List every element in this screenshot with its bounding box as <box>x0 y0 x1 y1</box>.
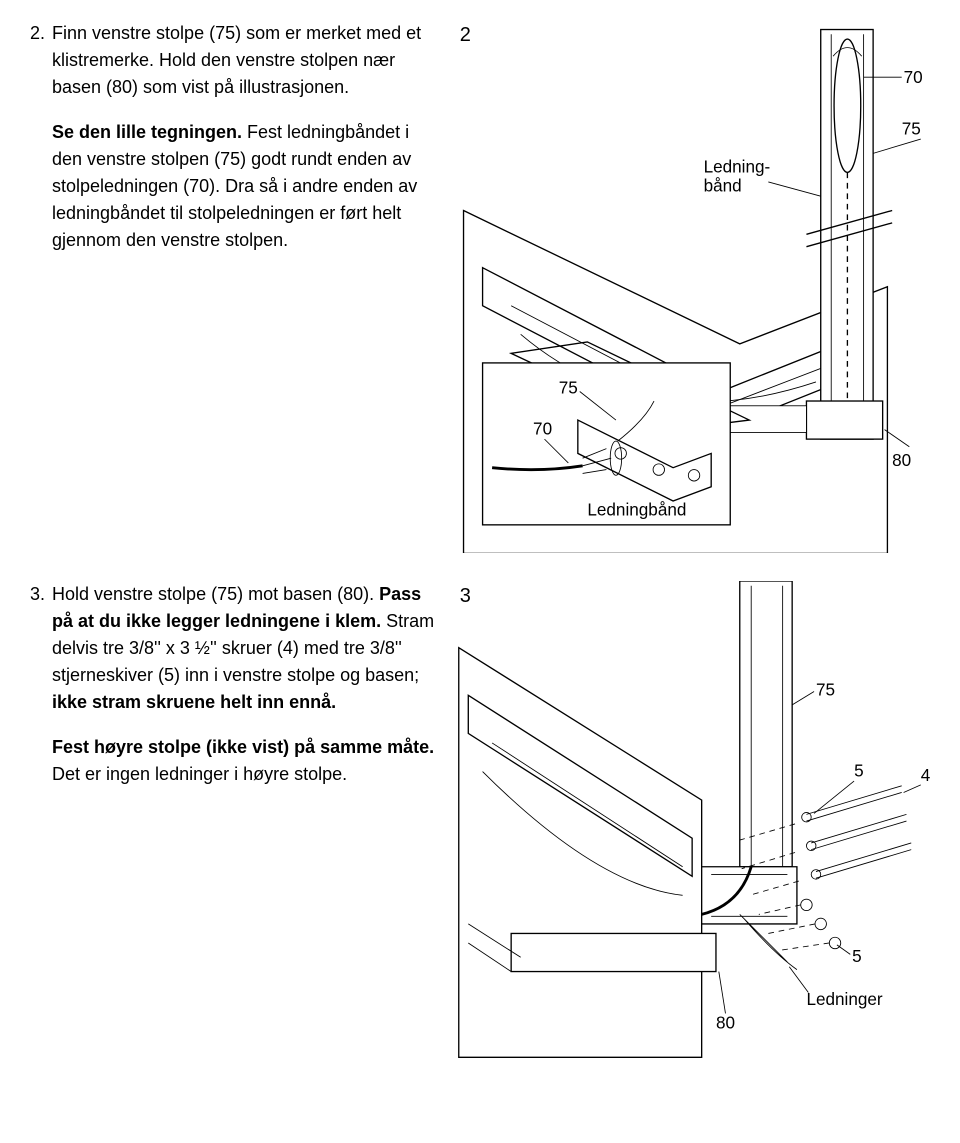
step-3-para-2-body: Fest høyre stolpe (ikke vist) på samme m… <box>52 734 436 788</box>
fig3-label-4: 4 <box>920 765 930 785</box>
fig3-label-80: 80 <box>716 1013 735 1033</box>
step-3-seg-f: Det er ingen ledninger i høyre stolpe. <box>52 764 347 784</box>
step-3-para-1-body: Hold venstre stolpe (75) mot basen (80).… <box>52 581 436 716</box>
step-2-para-2-body: Se den lille tegningen. Fest ledningbånd… <box>52 119 436 254</box>
fig3-label-75: 75 <box>816 680 835 700</box>
step-3-text: 3. Hold venstre stolpe (75) mot basen (8… <box>30 581 436 1057</box>
step-2-number: 2. <box>30 20 52 101</box>
step-2-para-1-body: Finn venstre stolpe (75) som er merket m… <box>52 20 436 101</box>
step-2-para-2: Se den lille tegningen. Fest ledningbånd… <box>30 119 436 254</box>
step-3-svg: 75 5 4 5 80 Ledninger <box>454 581 930 1057</box>
fig2-label-70: 70 <box>903 67 922 87</box>
fig2-label-baand-b: bånd <box>703 175 741 195</box>
step-3-number: 3. <box>30 581 52 716</box>
fig3-label-ledninger: Ledninger <box>806 989 882 1009</box>
step-2-figure-number: 2 <box>460 20 471 50</box>
step-2-para-1: 2. Finn venstre stolpe (75) som er merke… <box>30 20 436 101</box>
fig2-inset-75: 75 <box>559 377 578 397</box>
step-3-seg-d: ikke stram skruene helt inn ennå. <box>52 692 336 712</box>
step-3-para-2: Fest høyre stolpe (ikke vist) på samme m… <box>30 734 436 788</box>
fig2-label-80: 80 <box>892 450 911 470</box>
fig2-inset-baand: Ledningbånd <box>587 499 686 519</box>
step-3-seg-e: Fest høyre stolpe (ikke vist) på samme m… <box>52 737 434 757</box>
fig2-label-baand-a: Ledning- <box>703 156 770 176</box>
step-3-seg-a: Hold venstre stolpe (75) mot basen (80). <box>52 584 379 604</box>
fig2-inset-70: 70 <box>533 418 552 438</box>
step-2: 2. Finn venstre stolpe (75) som er merke… <box>30 20 930 553</box>
step-2-figure: 2 70 75 <box>454 20 930 553</box>
step-2-bold-1: Se den lille tegningen. <box>52 122 242 142</box>
fig2-label-75: 75 <box>901 118 920 138</box>
step-3-figure-number: 3 <box>460 581 471 611</box>
step-2-text: 2. Finn venstre stolpe (75) som er merke… <box>30 20 436 553</box>
fig3-label-5b: 5 <box>852 946 862 966</box>
step-3-para-1: 3. Hold venstre stolpe (75) mot basen (8… <box>30 581 436 716</box>
step-3: 3. Hold venstre stolpe (75) mot basen (8… <box>30 581 930 1057</box>
step-2-svg: 70 75 Ledning- bånd 80 75 70 <box>454 20 930 553</box>
fig3-label-5a: 5 <box>854 761 864 781</box>
step-3-figure: 3 <box>454 581 930 1057</box>
